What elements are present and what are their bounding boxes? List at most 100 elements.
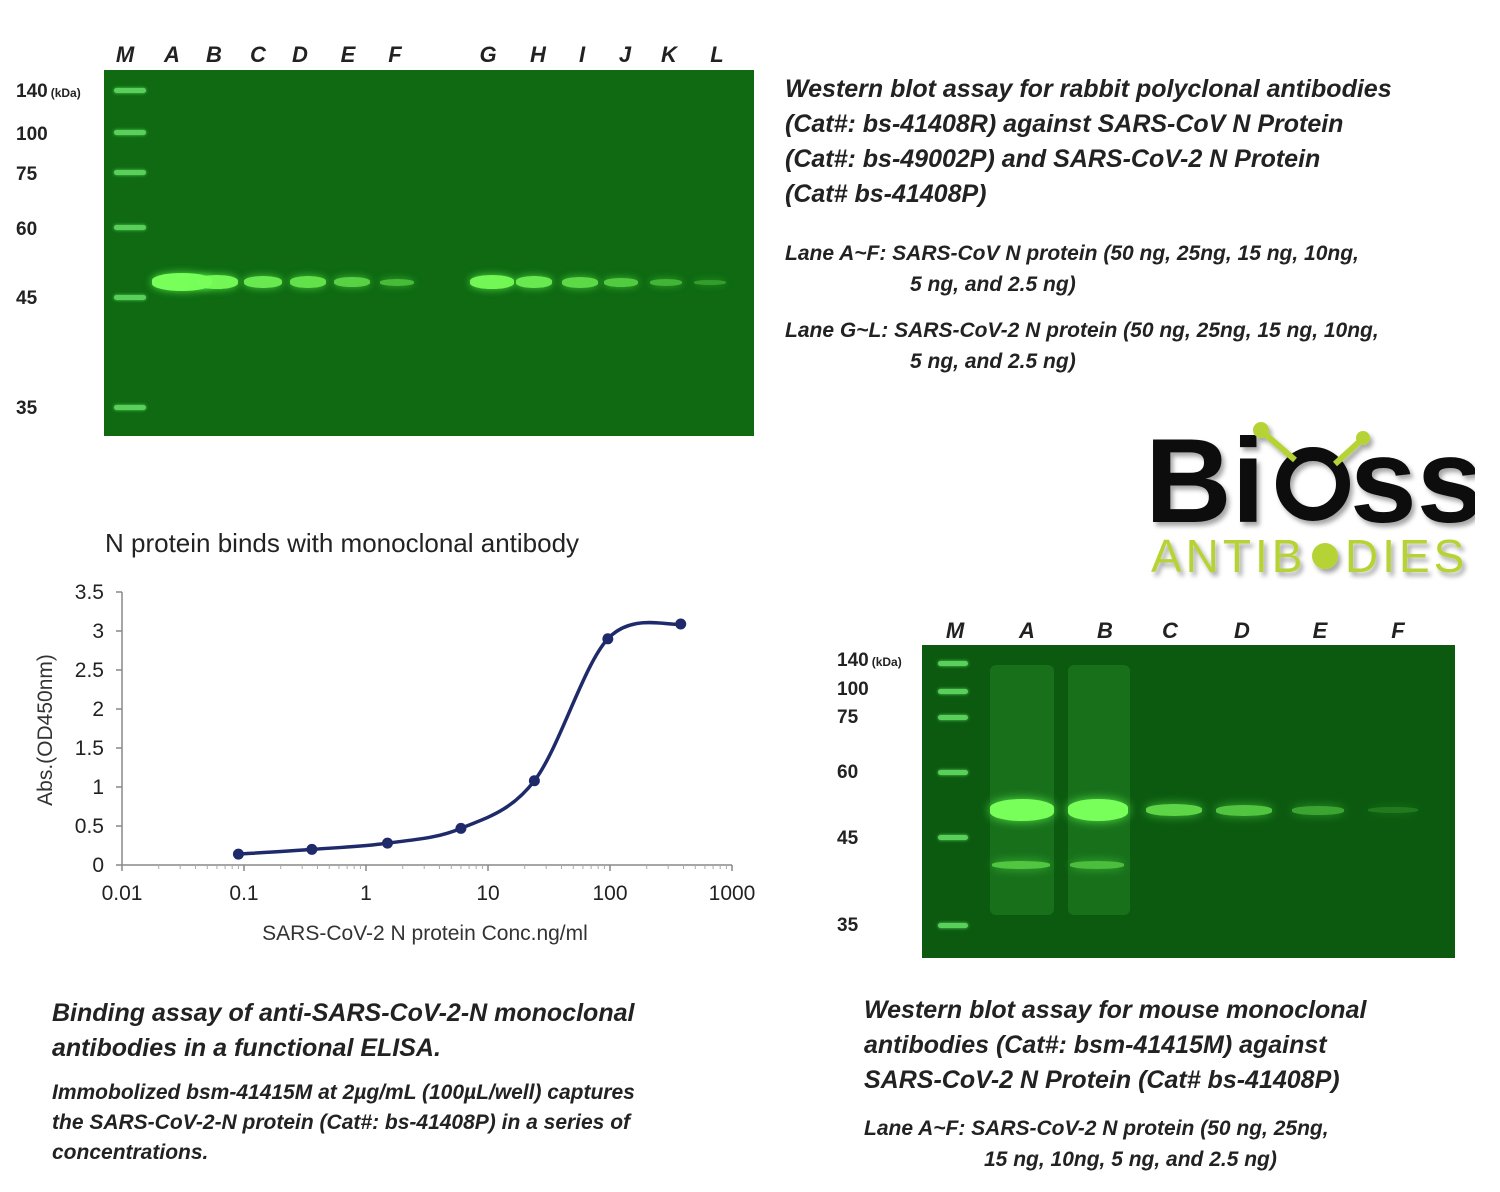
chart-data-point: [528, 775, 540, 787]
bioss-logo: Bi ss ANTIB DIES: [1145, 414, 1475, 582]
protein-band: [604, 277, 638, 287]
protein-band: [1368, 807, 1418, 813]
logo-sub-o: [1312, 543, 1338, 569]
chart-y-label: Abs.(OD450nm): [34, 654, 57, 806]
bottom-lane-label: B: [1097, 618, 1113, 643]
bottom-lane-line2: 15 ng, 10ng, 5 ng, and 2.5 ng): [984, 1148, 1277, 1171]
protein-band: [334, 277, 370, 287]
y-tick-label: 1: [92, 776, 104, 799]
y-tick-label: 2.5: [75, 659, 104, 682]
y-tick-label: 0.5: [75, 815, 104, 838]
protein-band: [650, 278, 682, 286]
protein-band: [992, 861, 1050, 869]
chart-axes: [121, 592, 732, 866]
logo-molecule-dot: [1253, 422, 1269, 438]
top-blot-lane-af: Lane A~F: SARS-CoV N protein (50 ng, 25n…: [785, 238, 1359, 300]
top-lane-label: E: [340, 42, 356, 67]
top-mw-label: 75: [16, 164, 37, 186]
marker-band: [114, 130, 146, 135]
bottom-lane-label: E: [1312, 618, 1328, 643]
x-tick-label: 1000: [709, 882, 756, 905]
x-tick-label: 10: [476, 882, 499, 905]
bottom-blot-title: Western blot assay for mouse monoclonal …: [864, 993, 1366, 1098]
chart-data-point: [455, 822, 467, 834]
elisa-caption-title-line: antibodies in a functional ELISA.: [52, 1034, 441, 1062]
protein-band: [290, 276, 326, 288]
logo-molecule-line: [1332, 439, 1362, 467]
top-mw-label: 45: [16, 288, 37, 310]
bottom-mw-value: 100: [837, 679, 869, 700]
x-tick-label: 0.01: [102, 882, 143, 905]
bottom-lane-line1: Lane A~F: SARS-CoV-2 N protein (50 ng, 2…: [864, 1117, 1329, 1140]
top-mw-label: 140 (kDa): [16, 81, 81, 103]
x-tick-label: 0.1: [229, 882, 258, 905]
y-tick-label: 3.5: [75, 581, 104, 604]
marker-band: [938, 770, 968, 775]
protein-band: [1070, 861, 1124, 869]
bottom-blot-title-line: SARS-CoV-2 N Protein (Cat# bs-41408P): [864, 1066, 1340, 1094]
top-lane-label: M: [115, 42, 135, 67]
top-mw-value: 140: [16, 81, 48, 102]
chart-x-ticks: 0.01 0.1 1 10 100 1000: [102, 865, 756, 905]
lane-gl-line1: Lane G~L: SARS-CoV-2 N protein (50 ng, 2…: [785, 319, 1379, 342]
top-mw-value: 35: [16, 398, 38, 419]
bottom-mw-value: 60: [837, 762, 859, 783]
lane-af-line1: Lane A~F: SARS-CoV N protein (50 ng, 25n…: [785, 242, 1359, 265]
marker-band: [938, 661, 968, 666]
protein-band: [1068, 799, 1128, 821]
protein-band: [694, 279, 726, 285]
top-blot-title: Western blot assay for rabbit polyclonal…: [785, 72, 1392, 212]
protein-band: [470, 275, 514, 289]
elisa-caption-desc: Immobolized bsm-41415M at 2µg/mL (100µL/…: [52, 1078, 635, 1168]
top-mw-value: 60: [16, 219, 38, 240]
bottom-blot-image: [922, 645, 1455, 958]
chart-x-label: SARS-CoV-2 N protein Conc.ng/ml: [262, 922, 588, 945]
protein-band: [1146, 804, 1202, 816]
x-tick-label: 100: [592, 882, 627, 905]
protein-band: [244, 276, 282, 288]
top-lane-label: G: [479, 42, 497, 67]
chart-series-line: [238, 620, 682, 856]
top-lane-label: D: [292, 42, 308, 67]
lane-smear: [1068, 665, 1130, 915]
top-blot-lane-gl: Lane G~L: SARS-CoV-2 N protein (50 ng, 2…: [785, 315, 1379, 377]
marker-band: [114, 295, 146, 300]
bottom-mw-value: 75: [837, 707, 859, 728]
y-tick-label: 3: [92, 620, 104, 643]
chart-data-point: [675, 618, 687, 630]
bottom-lane-label: C: [1162, 618, 1178, 643]
top-lane-label: A: [164, 42, 180, 67]
top-blot-title-line: (Cat#: bs-41408R) against SARS-CoV N Pro…: [785, 110, 1344, 138]
bottom-lane-label: A: [1019, 618, 1035, 643]
bottom-mw-label: 60: [837, 762, 858, 784]
chart-title: N protein binds with monoclonal antibody: [105, 528, 579, 558]
marker-band: [114, 88, 146, 93]
top-lane-label: C: [250, 42, 266, 67]
logo-main-text: Bi: [1145, 414, 1265, 548]
marker-band: [938, 835, 968, 840]
top-lane-label: B: [206, 42, 222, 67]
bottom-mw-label: 35: [837, 915, 858, 937]
bottom-mw-label: 75: [837, 707, 858, 729]
top-mw-value: 45: [16, 288, 38, 309]
top-mw-label: 60: [16, 219, 37, 241]
y-tick-label: 0: [92, 854, 104, 877]
top-lane-label: F: [388, 42, 402, 67]
protein-band: [380, 278, 414, 286]
bottom-lane-label: F: [1391, 618, 1405, 643]
elisa-desc-line: concentrations.: [52, 1141, 209, 1164]
top-mw-value: 75: [16, 164, 38, 185]
protein-band: [1216, 804, 1272, 816]
top-mw-unit: (kDa): [50, 86, 81, 100]
bottom-mw-label: 140 (kDa): [837, 650, 902, 672]
protein-band: [516, 276, 552, 288]
protein-band: [990, 799, 1054, 821]
elisa-caption-title: Binding assay of anti-SARS-CoV-2-N monoc…: [52, 996, 634, 1066]
y-tick-label: 2: [92, 698, 104, 721]
protein-band: [1292, 805, 1344, 815]
bottom-blot-title-line: antibodies (Cat#: bsm-41415M) against: [864, 1031, 1327, 1059]
chart-data-point: [306, 843, 318, 855]
top-lane-label: I: [578, 42, 586, 67]
lane-af-line2: 5 ng, and 2.5 ng): [910, 273, 1076, 296]
logo-sub-text: ANTIB: [1151, 530, 1306, 582]
